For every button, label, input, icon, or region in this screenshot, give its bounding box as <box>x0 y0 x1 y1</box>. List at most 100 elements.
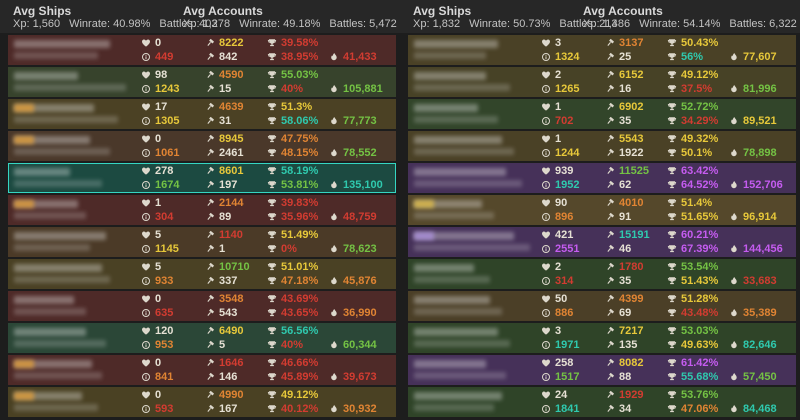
player-name-blur <box>14 200 78 208</box>
battles-column: 8945 2461 <box>205 131 267 161</box>
trophy-top-value: 58.19% <box>281 165 319 177</box>
ship-name-blur <box>414 404 494 411</box>
flame-value: 45,876 <box>343 275 377 287</box>
player-row[interactable]: 258 1517 8082 88 61.42% 55.68% 57,450 <box>408 355 796 385</box>
player-row[interactable]: 0 841 1646 146 46.66% 45.89% 39,673 <box>8 355 396 385</box>
trophy-bottom-value: 45.89% <box>281 371 319 383</box>
hammer-bottom-value: 5 <box>219 339 226 351</box>
survival-column: 0 1061 <box>141 131 205 161</box>
battles-column: 8082 88 <box>605 355 667 385</box>
heart-icon <box>141 390 151 400</box>
hammer-bottom-value: 135 <box>619 339 638 351</box>
player-row[interactable]: 2 314 1780 35 53.54% 51.43% 33,683 <box>408 259 796 289</box>
info-value: 886 <box>555 307 574 319</box>
winrate-column: 51.28% 43.48% <box>667 291 729 321</box>
hammer-icon <box>605 294 615 304</box>
player-row[interactable]: 939 1952 11525 62 63.42% 64.52% 152,706 <box>408 163 796 193</box>
flame-value: 135,100 <box>343 179 383 191</box>
player-row[interactable]: 5 1145 1140 1 51.49% 0% 78,623 <box>8 227 396 257</box>
trophy-top-value: 51.28% <box>681 293 719 305</box>
player-row[interactable]: 24 1841 1929 34 53.76% 47.06% 84,468 <box>408 387 796 417</box>
hammer-top-value: 1929 <box>619 389 644 401</box>
hammer-icon <box>205 148 215 158</box>
heart-icon <box>541 102 551 112</box>
winrate-column: 56.56% 40% <box>267 323 329 353</box>
heart-value: 0 <box>155 37 162 49</box>
player-row[interactable]: 0 635 3548 543 43.69% 43.65% 36,990 <box>8 291 396 321</box>
ship-name-blur <box>14 244 90 251</box>
player-row[interactable]: 5 933 10710 337 51.01% 47.18% 45,876 <box>8 259 396 289</box>
winrate-column: 47.75% 48.15% <box>267 131 329 161</box>
heart-value: 90 <box>555 197 568 209</box>
trophy-bottom-value: 40% <box>281 83 304 95</box>
trophy-icon <box>267 358 277 368</box>
heart-value: 278 <box>155 165 174 177</box>
player-name-redacted <box>8 323 141 353</box>
trophy-top-value: 50.43% <box>681 37 719 49</box>
hammer-bottom-value: 35 <box>619 115 632 127</box>
heart-value: 939 <box>555 165 574 177</box>
heart-value: 98 <box>155 69 168 81</box>
player-row[interactable]: 0 449 8222 842 39.58% 38.95% 41,433 <box>8 35 396 65</box>
winrate-column: 39.58% 38.95% <box>267 35 329 65</box>
trophy-top-value: 52.72% <box>681 101 719 113</box>
flame-value: 33,683 <box>743 275 777 287</box>
hammer-bottom-value: 34 <box>619 403 632 415</box>
player-row[interactable]: 90 896 4010 91 51.4% 51.65% 96,914 <box>408 195 796 225</box>
avg-ships-battles: Battles: 213 <box>559 18 618 30</box>
damage-column: 144,456 <box>729 227 796 257</box>
summary-header-right: Avg Ships Xp: 1,832 Winrate: 50.73% Batt… <box>400 0 800 33</box>
flame-icon <box>729 148 739 158</box>
trophy-bottom-value: 40.12% <box>281 403 319 415</box>
flame-icon <box>729 84 739 94</box>
player-name-redacted <box>408 259 541 289</box>
player-row[interactable]: 0 593 4990 167 49.12% 40.12% 30,932 <box>8 387 396 417</box>
player-name-redacted <box>408 227 541 257</box>
flame-icon <box>729 244 739 254</box>
damage-column: 78,552 <box>329 131 396 161</box>
trophy-bottom-value: 67.39% <box>681 243 719 255</box>
damage-column: 82,646 <box>729 323 796 353</box>
avg-accounts-xp: Xp: 1,278 <box>183 18 231 30</box>
player-row[interactable]: 120 953 6490 5 56.56% 40% 60,344 <box>8 323 396 353</box>
trophy-icon <box>667 52 677 62</box>
player-row[interactable]: 421 2551 15191 46 60.21% 67.39% 144,456 <box>408 227 796 257</box>
winrate-column: 51.49% 0% <box>267 227 329 257</box>
trophy-icon <box>267 148 277 158</box>
trophy-icon <box>667 390 677 400</box>
hammer-bottom-value: 337 <box>219 275 238 287</box>
survival-column: 2 314 <box>541 259 605 289</box>
hammer-icon <box>205 102 215 112</box>
player-row[interactable]: 1 304 2144 89 39.83% 35.96% 48,759 <box>8 195 396 225</box>
trophy-icon <box>267 244 277 254</box>
player-row[interactable]: 50 886 4399 69 51.28% 43.48% 35,389 <box>408 291 796 321</box>
player-row[interactable]: 2 1265 6152 16 49.12% 37.5% 81,996 <box>408 67 796 97</box>
hammer-icon <box>605 166 615 176</box>
info-icon <box>541 212 551 222</box>
player-row[interactable]: 17 1305 4639 31 51.3% 58.06% 77,773 <box>8 99 396 129</box>
player-row[interactable]: 278 1674 8601 197 58.19% 53.81% 135,100 <box>8 163 396 193</box>
battles-column: 4639 31 <box>205 99 267 129</box>
player-row[interactable]: 1 702 6902 35 52.72% 34.29% 89,521 <box>408 99 796 129</box>
player-row[interactable]: 1 1244 5543 1922 49.32% 50.1% 78,898 <box>408 131 796 161</box>
player-row[interactable]: 0 1061 8945 2461 47.75% 48.15% 78,552 <box>8 131 396 161</box>
trophy-icon <box>267 276 277 286</box>
flame-value: 84,468 <box>743 403 777 415</box>
player-row[interactable]: 3 1971 7217 135 53.03% 49.63% 82,646 <box>408 323 796 353</box>
ship-name-blur <box>14 84 126 91</box>
survival-column: 0 635 <box>141 291 205 321</box>
winrate-column: 53.03% 49.63% <box>667 323 729 353</box>
flame-value: 96,914 <box>743 211 777 223</box>
battles-column: 11525 62 <box>605 163 667 193</box>
damage-column: 60,344 <box>329 323 396 353</box>
info-value: 314 <box>555 275 574 287</box>
info-value: 1265 <box>555 83 580 95</box>
info-value: 1517 <box>555 371 580 383</box>
trophy-bottom-value: 51.43% <box>681 275 719 287</box>
player-row[interactable]: 3 1324 3137 25 50.43% 56% 77,607 <box>408 35 796 65</box>
player-row[interactable]: 98 1243 4590 15 55.03% 40% 105,881 <box>8 67 396 97</box>
info-value: 1952 <box>555 179 580 191</box>
trophy-bottom-value: 47.18% <box>281 275 319 287</box>
hammer-top-value: 1780 <box>619 261 644 273</box>
ship-name-blur <box>414 52 486 59</box>
